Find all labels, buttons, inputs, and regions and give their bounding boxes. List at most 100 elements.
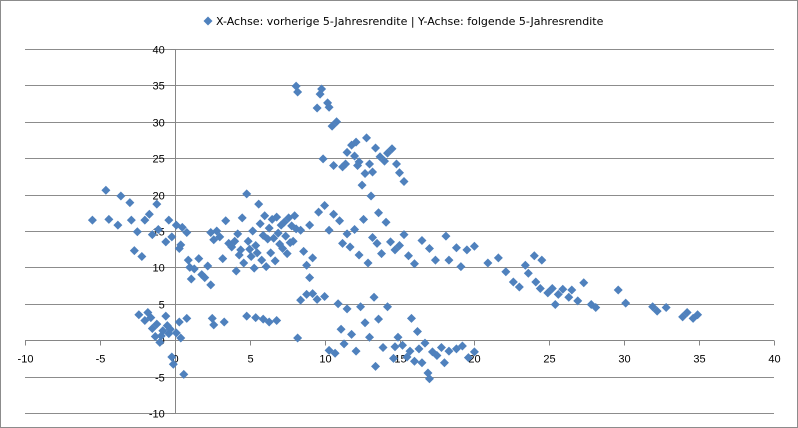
y-tick-label: 10 xyxy=(153,263,165,275)
data-point xyxy=(531,277,541,287)
data-point xyxy=(129,246,139,256)
data-point xyxy=(206,227,216,237)
axes xyxy=(25,49,775,414)
data-point xyxy=(339,339,349,349)
data-point xyxy=(392,159,402,169)
data-point xyxy=(264,223,274,233)
data-point xyxy=(365,332,375,342)
data-point xyxy=(236,245,246,255)
data-point xyxy=(393,332,403,342)
data-point xyxy=(693,310,703,320)
data-point xyxy=(430,255,440,265)
data-point xyxy=(134,310,144,320)
data-point xyxy=(125,198,135,208)
data-point xyxy=(320,292,330,302)
data-point xyxy=(330,348,340,358)
data-point xyxy=(529,251,539,261)
data-point xyxy=(281,231,291,241)
data-point xyxy=(387,144,397,154)
data-point xyxy=(356,302,366,312)
data-point xyxy=(444,255,454,265)
data-point xyxy=(374,208,384,218)
data-point xyxy=(270,256,280,266)
data-point xyxy=(377,249,387,259)
data-point xyxy=(324,225,334,235)
data-point xyxy=(424,243,434,253)
data-point xyxy=(405,346,415,356)
data-point xyxy=(456,262,466,272)
data-point xyxy=(140,215,150,225)
data-point xyxy=(363,258,373,268)
data-point xyxy=(302,260,312,270)
x-tick-label: 5 xyxy=(247,354,253,366)
data-point xyxy=(350,225,360,235)
gridlines xyxy=(25,49,774,414)
data-point xyxy=(353,160,363,170)
data-point xyxy=(462,245,472,255)
data-point xyxy=(219,317,229,327)
data-point xyxy=(345,242,355,252)
data-point xyxy=(351,137,361,147)
data-point xyxy=(255,219,265,229)
data-point xyxy=(372,238,382,248)
data-point xyxy=(252,248,262,258)
data-point xyxy=(324,102,334,112)
data-point xyxy=(101,185,111,195)
data-point xyxy=(374,314,384,324)
data-point xyxy=(288,236,298,246)
data-point xyxy=(389,353,399,363)
data-point xyxy=(483,258,493,268)
x-tick-label: 25 xyxy=(543,354,555,366)
data-point xyxy=(104,214,114,224)
data-point xyxy=(371,361,381,371)
data-point xyxy=(550,300,560,310)
data-point xyxy=(87,215,97,225)
data-point xyxy=(547,284,557,294)
data-point xyxy=(231,266,241,276)
data-point xyxy=(299,246,309,256)
data-point xyxy=(417,235,427,245)
data-point xyxy=(417,358,427,368)
data-point xyxy=(432,350,442,360)
data-point xyxy=(369,292,379,302)
data-point xyxy=(347,329,357,339)
data-point xyxy=(469,347,479,357)
data-point xyxy=(296,295,306,305)
data-point xyxy=(132,227,142,237)
data-point xyxy=(144,209,154,219)
data-point xyxy=(439,358,449,368)
data-point xyxy=(573,296,583,306)
data-point xyxy=(171,328,181,338)
data-point xyxy=(251,241,261,251)
data-point xyxy=(368,233,378,243)
data-point xyxy=(451,243,461,253)
data-point xyxy=(251,313,261,323)
data-point xyxy=(264,317,274,327)
x-tick-label: 10 xyxy=(319,354,331,366)
data-point xyxy=(457,341,467,351)
data-point xyxy=(189,264,199,274)
data-point xyxy=(371,143,381,153)
data-point xyxy=(305,220,315,230)
data-point xyxy=(414,344,424,354)
data-point xyxy=(167,232,177,242)
data-point xyxy=(436,342,446,352)
x-tick-label: 35 xyxy=(693,354,705,366)
data-point xyxy=(469,241,479,251)
data-point xyxy=(282,249,292,259)
data-points xyxy=(87,81,703,384)
data-point xyxy=(360,318,370,328)
data-point xyxy=(261,262,271,272)
data-point xyxy=(501,267,511,277)
data-point xyxy=(342,304,352,314)
data-point xyxy=(242,189,252,199)
data-point xyxy=(152,199,162,209)
y-tick-label: -10 xyxy=(149,409,165,421)
data-point xyxy=(523,268,533,278)
data-point xyxy=(579,278,589,288)
legend-label: X-Achse: vorherige 5-Jahresrendite | Y-A… xyxy=(216,15,604,28)
data-point xyxy=(273,228,283,238)
data-point xyxy=(520,260,530,270)
